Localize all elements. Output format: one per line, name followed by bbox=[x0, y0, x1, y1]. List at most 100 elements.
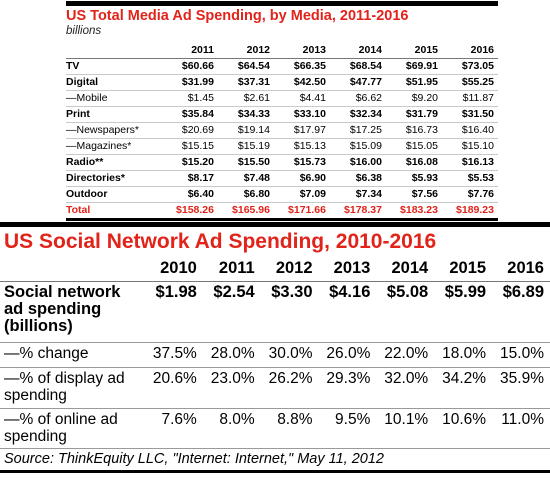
value-cell: $47.77 bbox=[330, 74, 386, 91]
value-cell: 37.5% bbox=[145, 342, 203, 368]
row-label: —% of display ad spending bbox=[0, 367, 145, 409]
column-header: 2012 bbox=[260, 255, 319, 282]
value-cell: $32.34 bbox=[330, 106, 386, 123]
value-cell: $16.40 bbox=[442, 122, 498, 139]
top-rule bbox=[66, 1, 498, 6]
column-header: 2011 bbox=[162, 41, 218, 59]
source-note: Source: ThinkEquity LLC, "Internet: Inte… bbox=[0, 449, 550, 473]
value-cell: $31.79 bbox=[386, 106, 442, 123]
value-cell: $6.62 bbox=[330, 90, 386, 107]
table-row: Directories* $8.17 $7.48 $6.90 $6.38 $5.93 $5.… bbox=[66, 170, 498, 187]
value-cell: $7.48 bbox=[218, 170, 274, 187]
column-header: 2012 bbox=[218, 41, 274, 59]
value-cell: $51.95 bbox=[386, 74, 442, 91]
value-cell: $37.31 bbox=[218, 74, 274, 91]
value-cell: $15.50 bbox=[218, 154, 274, 171]
value-cell: $9.20 bbox=[386, 90, 442, 107]
value-cell: $5.93 bbox=[386, 170, 442, 187]
value-cell: $64.54 bbox=[218, 58, 274, 75]
value-cell: $4.16 bbox=[318, 281, 377, 343]
value-cell: $15.73 bbox=[274, 154, 330, 171]
value-cell: $5.53 bbox=[442, 170, 498, 187]
media-ad-spending-table: US Total Media Ad Spending, by Media, 20… bbox=[66, 1, 498, 221]
column-header: 2010 bbox=[145, 255, 203, 282]
row-label: —Newspapers* bbox=[66, 122, 162, 139]
table-row: Total $158.26 $165.96 $171.66 $178.37 $183.23… bbox=[66, 202, 498, 221]
table-row: Digital $31.99 $37.31 $42.50 $47.77 $51.95 $55… bbox=[66, 74, 498, 91]
row-label: —% of online ad spending bbox=[0, 408, 145, 449]
value-cell: 23.0% bbox=[202, 367, 261, 409]
value-cell: $2.61 bbox=[218, 90, 274, 107]
value-cell: $17.25 bbox=[330, 122, 386, 139]
table-row: Radio** $15.20 $15.50 $15.73 $16.00 $16.08 $16… bbox=[66, 154, 498, 171]
column-header: 2014 bbox=[376, 255, 435, 282]
column-header: 2016 bbox=[442, 41, 498, 59]
row-label: —Magazines* bbox=[66, 138, 162, 155]
value-cell: $7.56 bbox=[386, 186, 442, 203]
value-cell: $6.40 bbox=[162, 186, 218, 203]
table-row: Social network ad spending (billions) $1.… bbox=[0, 281, 550, 343]
value-cell: $15.13 bbox=[274, 138, 330, 155]
table-title: US Social Network Ad Spending, 2010-2016 bbox=[4, 230, 437, 253]
value-cell: $60.66 bbox=[162, 58, 218, 75]
table-row: —% of display ad spending 20.6% 23.0% 26.2%… bbox=[0, 367, 550, 409]
social-grid: 2010 2011 2012 2013 2014 2015 2016 Socia… bbox=[0, 255, 550, 449]
value-cell: $15.15 bbox=[162, 138, 218, 155]
table-row: —Magazines* $15.15 $15.19 $15.13 $15.09 $15.0… bbox=[66, 138, 498, 155]
value-cell: $7.09 bbox=[274, 186, 330, 203]
value-cell: $2.54 bbox=[202, 281, 261, 343]
value-cell: 35.9% bbox=[492, 367, 550, 409]
column-header: 2016 bbox=[492, 255, 550, 282]
table-row: Print $35.84 $34.33 $33.10 $32.34 $31.79 $31.5… bbox=[66, 106, 498, 123]
value-cell: $7.34 bbox=[330, 186, 386, 203]
value-cell: $4.41 bbox=[274, 90, 330, 107]
value-cell: $5.08 bbox=[376, 281, 435, 343]
value-cell: $69.91 bbox=[386, 58, 442, 75]
column-header: 2015 bbox=[386, 41, 442, 59]
value-cell: 9.5% bbox=[318, 408, 377, 449]
corner-cell bbox=[66, 41, 162, 59]
value-cell: $16.00 bbox=[330, 154, 386, 171]
value-cell: $35.84 bbox=[162, 106, 218, 123]
value-cell: $73.05 bbox=[442, 58, 498, 75]
column-header: 2013 bbox=[274, 41, 330, 59]
row-label: Outdoor bbox=[66, 186, 162, 203]
value-cell: $6.89 bbox=[492, 281, 550, 343]
value-cell: 26.2% bbox=[260, 367, 319, 409]
row-label: —% change bbox=[0, 342, 145, 368]
value-cell: $15.19 bbox=[218, 138, 274, 155]
value-cell: $6.90 bbox=[274, 170, 330, 187]
value-cell: $189.23 bbox=[442, 202, 498, 221]
table-title: US Total Media Ad Spending, by Media, 20… bbox=[66, 8, 409, 24]
value-cell: 11.0% bbox=[492, 408, 550, 449]
table-row: —% of online ad spending 7.6% 8.0% 8.8% 9.5%… bbox=[0, 408, 550, 449]
value-cell: $3.30 bbox=[260, 281, 319, 343]
column-header: 2015 bbox=[434, 255, 493, 282]
value-cell: $16.73 bbox=[386, 122, 442, 139]
value-cell: $178.37 bbox=[330, 202, 386, 221]
value-cell: 18.0% bbox=[434, 342, 493, 368]
table-subtitle: billions bbox=[66, 25, 102, 37]
value-cell: 10.6% bbox=[434, 408, 493, 449]
corner-cell bbox=[0, 255, 145, 282]
value-cell: $66.35 bbox=[274, 58, 330, 75]
header-row: 2011 2012 2013 2014 2015 2016 bbox=[66, 41, 498, 59]
value-cell: $165.96 bbox=[218, 202, 274, 221]
table-row: TV $60.66 $64.54 $66.35 $68.54 $69.91 $73.05 bbox=[66, 58, 498, 75]
value-cell: $5.99 bbox=[434, 281, 493, 343]
row-label: TV bbox=[66, 58, 162, 75]
value-cell: 34.2% bbox=[434, 367, 493, 409]
value-cell: $171.66 bbox=[274, 202, 330, 221]
value-cell: $31.99 bbox=[162, 74, 218, 91]
row-label: Radio** bbox=[66, 154, 162, 171]
value-cell: $55.25 bbox=[442, 74, 498, 91]
value-cell: $16.08 bbox=[386, 154, 442, 171]
value-cell: 32.0% bbox=[376, 367, 435, 409]
value-cell: 29.3% bbox=[318, 367, 377, 409]
value-cell: $15.20 bbox=[162, 154, 218, 171]
value-cell: $158.26 bbox=[162, 202, 218, 221]
value-cell: 20.6% bbox=[145, 367, 203, 409]
value-cell: $1.98 bbox=[145, 281, 203, 343]
value-cell: 30.0% bbox=[260, 342, 319, 368]
value-cell: $8.17 bbox=[162, 170, 218, 187]
